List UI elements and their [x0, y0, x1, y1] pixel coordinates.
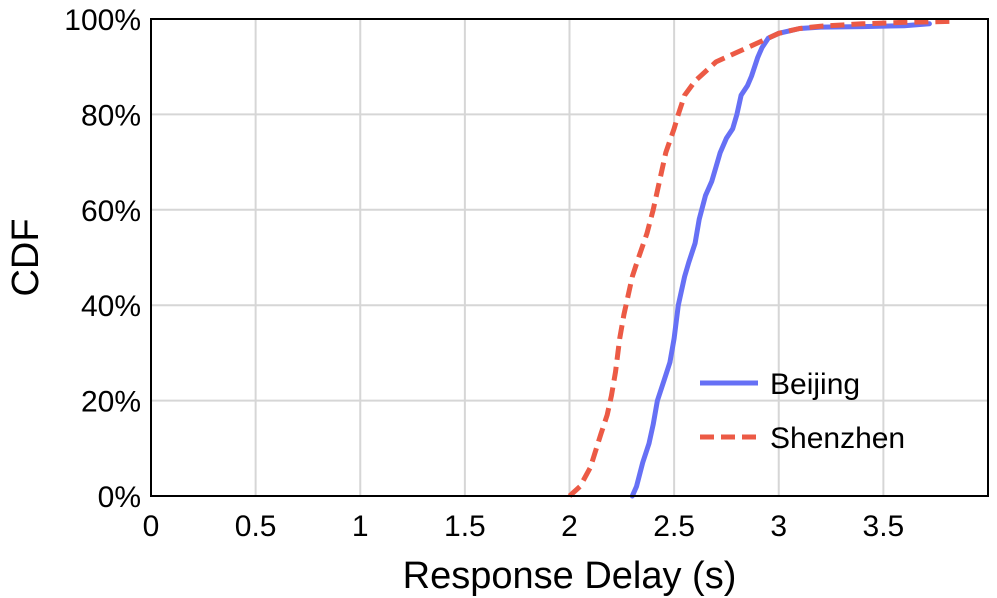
series-lines	[567, 18, 951, 499]
legend-label-beijing: Beijing	[770, 368, 860, 401]
x-tick-label: 1.5	[444, 510, 486, 543]
y-tick-label: 100%	[64, 4, 141, 37]
y-tick-label: 20%	[81, 386, 141, 419]
x-tick-label: 0.5	[235, 510, 277, 543]
series-line-beijing	[629, 21, 932, 499]
y-tick-label: 0%	[98, 481, 141, 514]
y-tick-labels: 0% 20% 40% 60% 80% 100%	[64, 4, 141, 514]
y-tick-label: 40%	[81, 290, 141, 323]
y-tick-label: 60%	[81, 195, 141, 228]
x-tick-label: 0	[143, 510, 160, 543]
series-line-shenzhen	[567, 18, 951, 498]
x-tick-label: 2.5	[653, 510, 695, 543]
plot-frame	[150, 18, 989, 497]
y-tick-label: 80%	[81, 99, 141, 132]
x-tick-label: 2	[561, 510, 578, 543]
legend-label-shenzhen: Shenzhen	[770, 422, 905, 455]
grid-lines	[151, 19, 988, 496]
legend: Beijing Shenzhen	[700, 368, 905, 455]
x-tick-label: 3.5	[863, 510, 905, 543]
x-axis-title: Response Delay (s)	[403, 555, 737, 597]
x-tick-label: 1	[352, 510, 369, 543]
x-tick-label: 3	[770, 510, 787, 543]
x-tick-labels: 0 0.5 1 1.5 2 2.5 3 3.5	[143, 510, 905, 543]
y-axis-title: CDF	[5, 218, 47, 296]
